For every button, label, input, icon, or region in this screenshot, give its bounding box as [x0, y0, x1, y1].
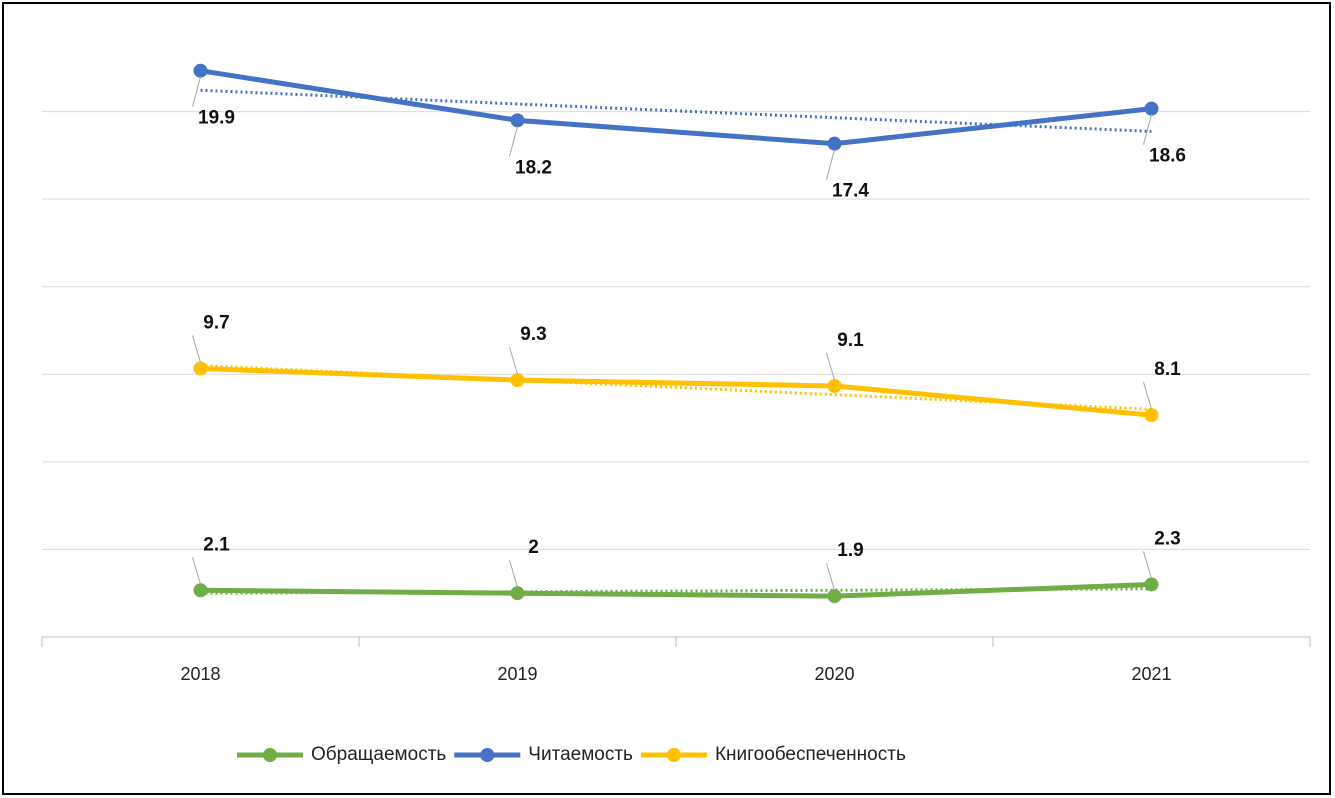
trendline: [200, 587, 1152, 595]
leader-line: [826, 352, 835, 381]
point: [827, 589, 842, 604]
series-line: [200, 581, 1152, 599]
point: [510, 586, 525, 601]
point: [193, 63, 208, 78]
point: [1144, 577, 1159, 592]
legend-label: Обращаемость: [311, 744, 446, 765]
leader-line: [192, 76, 201, 107]
x-tick-label: 2021: [1131, 664, 1171, 684]
data-label: 18.6: [1149, 146, 1186, 167]
x-tick-label: 2020: [814, 664, 854, 684]
x-tick-label: 2018: [180, 664, 220, 684]
point: [193, 361, 208, 376]
leader-line: [509, 126, 518, 157]
leader-line: [509, 346, 518, 375]
point: [827, 136, 842, 151]
point: [827, 378, 842, 393]
leader-line: [1143, 382, 1152, 410]
legend-marker: [263, 748, 277, 762]
data-label: 2.1: [203, 534, 230, 555]
data-label: 9.3: [520, 324, 546, 345]
trendline: [200, 88, 1152, 133]
data-label: 17.4: [832, 181, 869, 202]
data-label: 19.9: [198, 108, 235, 129]
series-line: [200, 68, 1152, 147]
x-tick-label: 2019: [497, 664, 537, 684]
legend-label: Читаемость: [528, 744, 633, 765]
data-label: 8.1: [1154, 359, 1181, 380]
legend-label: Книгообеспеченность: [715, 744, 906, 765]
point: [510, 373, 525, 388]
point: [1144, 101, 1159, 116]
data-label: 9.1: [837, 330, 864, 351]
point: [193, 583, 208, 598]
leader-line: [1143, 114, 1152, 145]
data-label: 9.7: [203, 312, 229, 333]
legend-marker: [666, 748, 681, 762]
legend: Обращаемость Читаемость Книгообеспеченност…: [237, 744, 906, 765]
point: [1144, 408, 1159, 423]
leader-line: [509, 560, 518, 588]
leader-line: [192, 557, 201, 585]
series-line: [200, 365, 1152, 418]
leader-line: [826, 562, 835, 591]
leader-line: [1143, 551, 1152, 579]
data-label: 2: [528, 537, 539, 558]
data-label: 1.9: [837, 540, 863, 561]
legend-marker: [480, 748, 495, 762]
trendline: [200, 364, 1152, 411]
leader-line: [192, 335, 201, 363]
leader-line: [826, 149, 835, 180]
data-label: 2.3: [1154, 528, 1180, 549]
data-label: 18.2: [515, 157, 552, 178]
point: [510, 113, 525, 128]
